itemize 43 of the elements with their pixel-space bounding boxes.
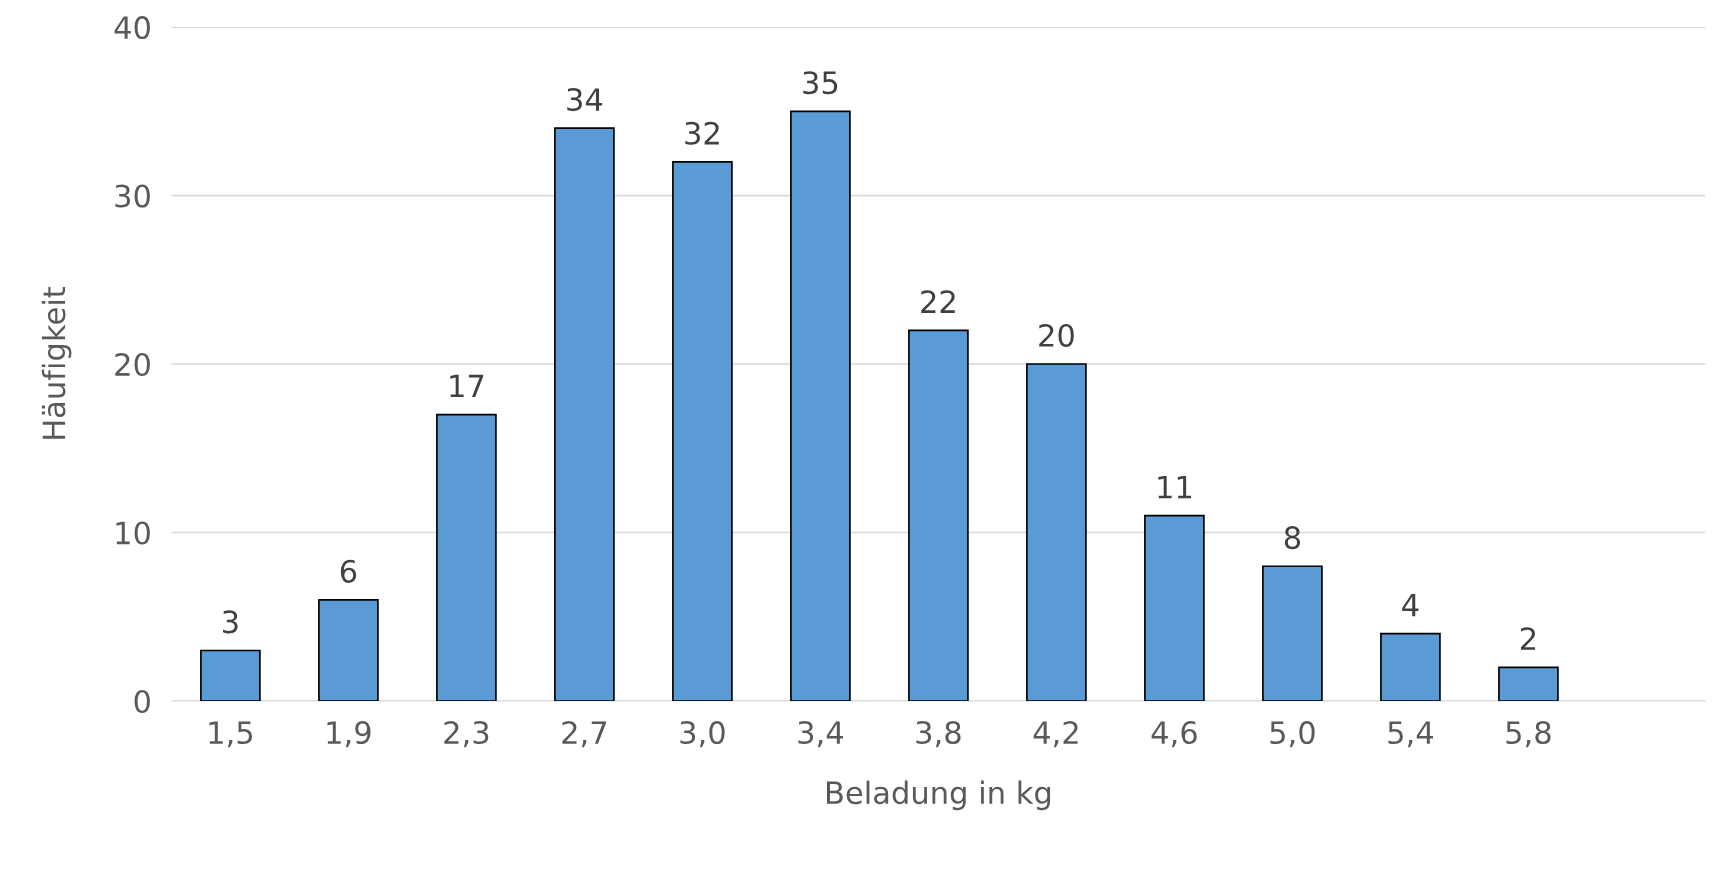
data-label: 32 [685,121,719,145]
data-label: 20 [1039,323,1074,348]
bar [672,161,733,702]
bar [1262,565,1323,702]
bar [908,329,969,702]
x-tick-label: 4,6 [1151,721,1197,748]
bar [436,413,497,702]
x-tick-label: 1,9 [327,721,371,748]
bar [1144,514,1205,702]
data-label: 6 [340,559,357,583]
x-tick-label: 3,0 [680,721,725,748]
data-label: 4 [1402,593,1419,617]
data-label: 2 [1520,627,1536,650]
x-axis-title: Beladung in kg [826,780,1051,811]
data-label: 8 [1284,526,1301,550]
bar [554,127,615,702]
y-tick-label: 40 [114,15,150,40]
bar [318,599,379,702]
x-tick-label: 5,8 [1506,721,1551,748]
x-tick-label: 2,7 [562,721,607,748]
data-label: 3 [223,610,238,634]
x-tick-label: 2,3 [444,721,489,748]
bar [1498,666,1559,702]
bar [1026,363,1087,702]
y-axis-title: Häufigkeit [41,286,72,439]
x-tick-label: 5,0 [1270,721,1315,748]
x-tick-label: 5,4 [1388,721,1434,748]
y-tick-label: 30 [115,184,150,208]
x-tick-label: 3,8 [916,721,961,748]
bar [200,649,261,702]
y-tick-label: 10 [116,521,150,545]
x-tick-label: 4,2 [1033,721,1078,748]
x-tick-label: 1,5 [209,721,253,748]
bar [790,110,851,702]
bar [1380,632,1441,702]
data-label: 34 [567,88,603,112]
x-tick-label: 3,4 [798,721,843,748]
y-tick-label: 20 [115,352,150,377]
y-tick-label: 0 [134,689,150,714]
data-label: 11 [1158,475,1192,499]
data-label: 17 [450,374,484,398]
data-label: 35 [803,71,838,95]
data-label: 22 [921,290,955,313]
